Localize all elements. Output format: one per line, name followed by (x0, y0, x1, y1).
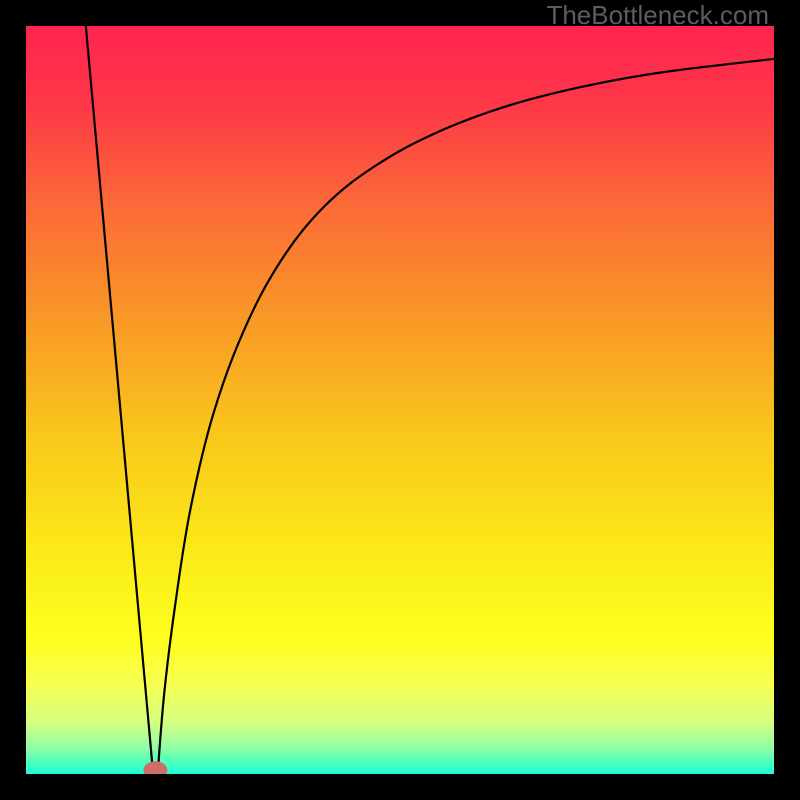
plot-area (26, 26, 774, 774)
minimum-marker (143, 761, 167, 774)
frame-border-right (774, 0, 800, 800)
gradient-background (26, 26, 774, 774)
curve-layer (26, 26, 774, 774)
right-asymptote-curve (158, 59, 774, 774)
watermark-label: TheBottleneck.com (546, 0, 769, 31)
left-spike-line (86, 26, 153, 774)
frame-border-left (0, 0, 26, 800)
chart-frame: TheBottleneck.com (0, 0, 800, 800)
frame-border-bottom (0, 774, 800, 800)
